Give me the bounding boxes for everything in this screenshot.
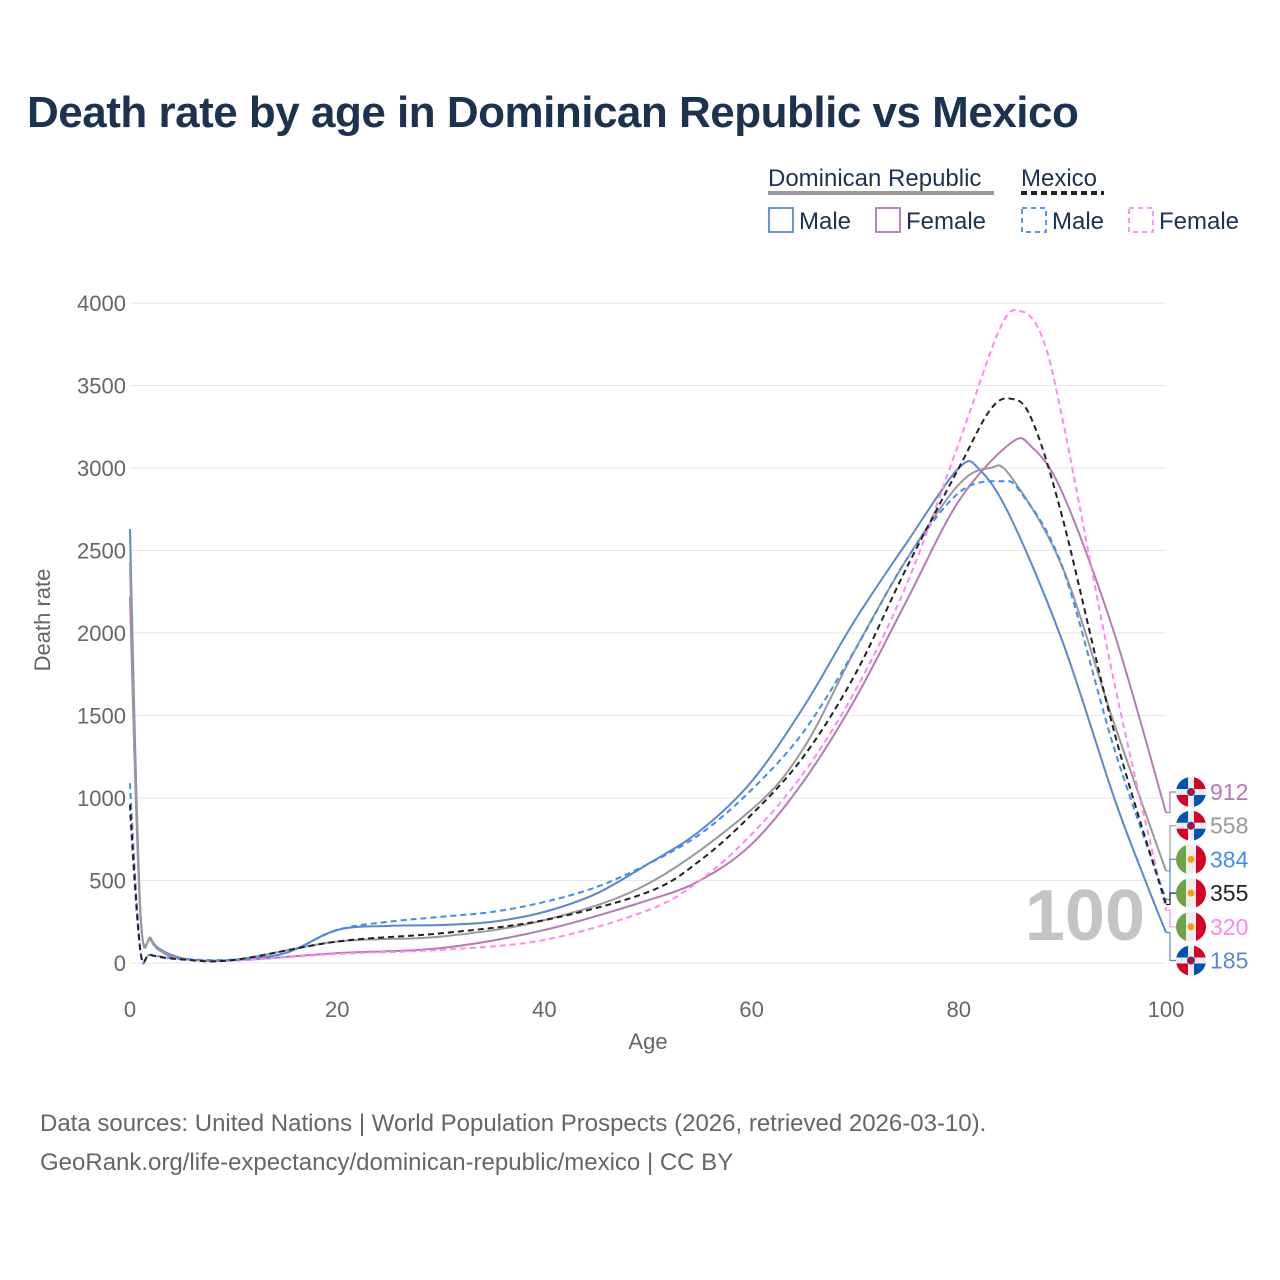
legend-swatch[interactable]	[875, 207, 901, 233]
end-value-label: 912	[1210, 779, 1248, 805]
end-label-connector	[1166, 892, 1176, 906]
end-value-label: 558	[1210, 813, 1248, 839]
end-value-label: 320	[1210, 914, 1248, 940]
mexico-flag-icon	[1176, 878, 1206, 909]
x-tick-label: 20	[325, 997, 349, 1022]
x-tick-label: 40	[532, 997, 556, 1022]
legend-item-label: Female	[906, 208, 986, 235]
legend-swatch[interactable]	[768, 207, 794, 233]
y-tick-label: 1000	[77, 786, 126, 811]
series-line-mexico-male	[129, 479, 1167, 965]
x-tick-label: 80	[947, 997, 971, 1022]
legend-swatch[interactable]	[1128, 207, 1154, 233]
series-line-dominican-republic-male	[129, 460, 1167, 962]
y-tick-label: 500	[89, 869, 126, 894]
x-tick-label: 60	[739, 997, 763, 1022]
series-line-mexico-total	[129, 397, 1167, 964]
legend-item-label: Female	[1159, 208, 1239, 235]
y-tick-label: 2000	[77, 621, 126, 646]
end-label-connector	[1166, 825, 1176, 872]
mexico-flag-icon	[1176, 844, 1206, 875]
series-line-dominican-republic-total	[129, 464, 1167, 963]
chart-title: Death rate by age in Dominican Republic …	[27, 88, 1079, 137]
x-tick-label: 0	[124, 997, 136, 1022]
y-axis-label: Death rate	[30, 569, 55, 672]
y-tick-label: 1500	[77, 704, 126, 729]
y-tick-label: 2500	[77, 539, 126, 564]
legend-item-label: Male	[1052, 208, 1104, 235]
dominican-republic-flag-icon	[1176, 810, 1206, 841]
end-label-connector	[1166, 791, 1176, 814]
end-value-label: 355	[1210, 880, 1248, 906]
source-line-2: GeoRank.org/life-expectancy/dominican-re…	[40, 1149, 734, 1176]
legend-group-title: Mexico	[1021, 165, 1097, 192]
y-tick-label: 4000	[77, 291, 126, 316]
legend-swatch[interactable]	[1021, 207, 1047, 233]
end-value-label: 384	[1210, 846, 1249, 872]
y-tick-label: 0	[114, 951, 126, 976]
y-tick-label: 3500	[77, 374, 126, 399]
end-label-connector	[1166, 931, 1176, 962]
x-axis-label: Age	[628, 1029, 667, 1054]
end-label-connector	[1166, 858, 1176, 901]
watermark: 100	[1025, 876, 1145, 956]
legend-item-label: Male	[799, 208, 851, 235]
end-label-connector	[1166, 909, 1176, 928]
dominican-republic-flag-icon	[1176, 945, 1206, 976]
dominican-republic-flag-icon	[1176, 777, 1206, 807]
legend-group-title: Dominican Republic	[768, 165, 981, 192]
x-tick-label: 100	[1148, 997, 1185, 1022]
mexico-flag-icon	[1176, 911, 1206, 942]
y-tick-label: 3000	[77, 456, 126, 481]
end-value-label: 185	[1210, 948, 1248, 974]
source-line-1: Data sources: United Nations | World Pop…	[40, 1110, 987, 1137]
